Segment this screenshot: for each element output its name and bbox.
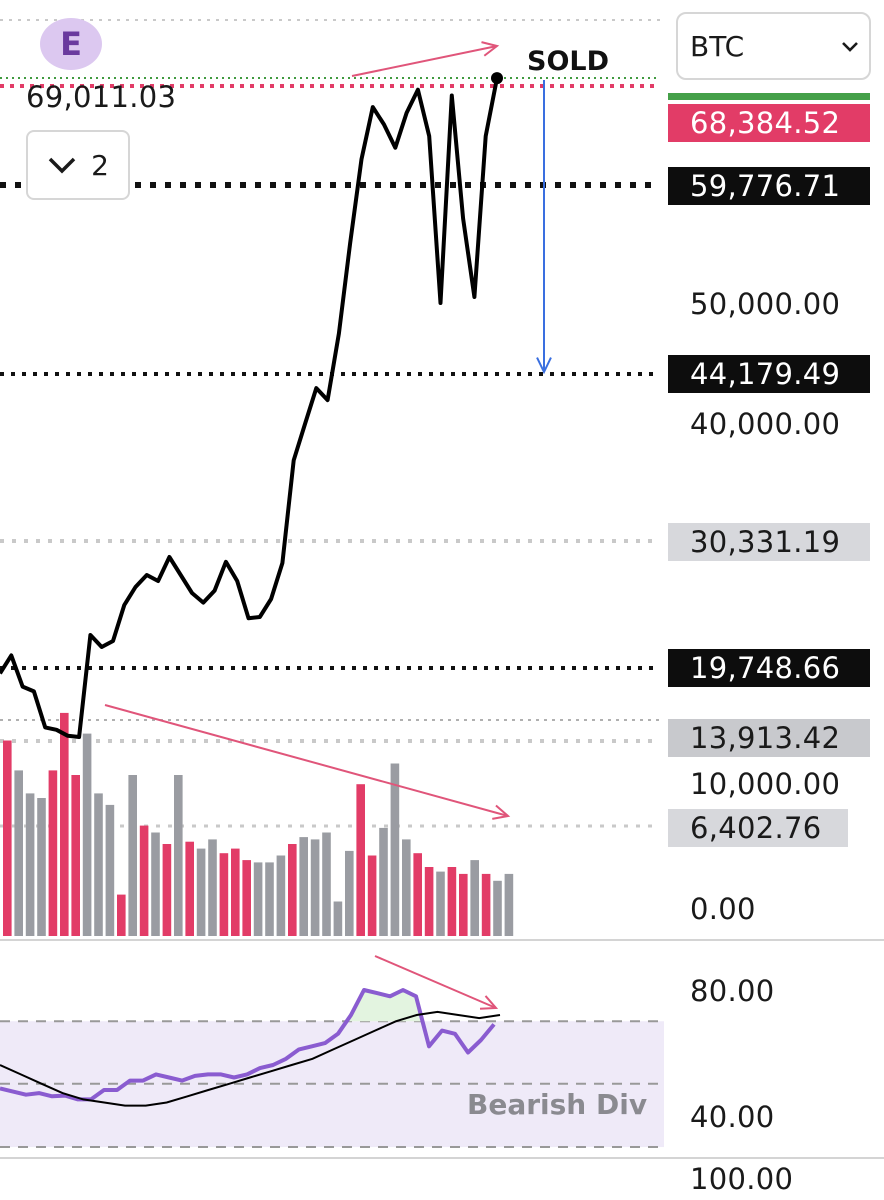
volume-bar [333, 901, 343, 936]
bearish-div-annotation: Bearish Div [467, 1088, 648, 1121]
divergence-arrow-rsi [374, 955, 497, 1009]
symbol-select[interactable]: BTC [676, 12, 871, 80]
volume-bar [481, 873, 491, 936]
volume-bar [82, 733, 92, 936]
volume-bar [3, 740, 12, 936]
volume-bar [128, 775, 137, 936]
volume-bar [151, 832, 160, 936]
price-tag-level: 6,402.76 [668, 809, 848, 847]
volume-bar [356, 784, 365, 936]
volume-bar [196, 848, 206, 936]
symbol-value: BTC [690, 29, 745, 63]
rsi-overbought-fill [345, 990, 422, 1022]
divergence-arrow-volume-head [492, 804, 511, 820]
volume-bar [493, 880, 502, 936]
volume-bar [379, 827, 388, 936]
volume-bar [470, 860, 479, 936]
event-badge[interactable]: E [40, 18, 102, 70]
volume-bar [174, 775, 183, 936]
price-tag-level: 44,179.49 [668, 355, 870, 393]
indicator-count: 2 [91, 148, 109, 182]
volume-bar [139, 825, 149, 936]
volume-bar [25, 793, 35, 936]
volume-bar [37, 798, 46, 936]
price-tag-level: 13,913.42 [668, 719, 870, 757]
bottom-axis-label: 100.00 [690, 1162, 794, 1196]
volume-bar [265, 862, 274, 936]
chevron-down-icon [47, 149, 77, 182]
divergence-arrow-price-head [481, 41, 500, 57]
volume-bar [219, 853, 229, 936]
volume-bar [436, 871, 445, 936]
volume-bar [71, 775, 80, 936]
volume-bar [276, 855, 286, 936]
last-price-label: 69,011.03 [26, 80, 177, 114]
price-tag-current: 68,384.52 [668, 104, 870, 142]
volume-bar [117, 894, 126, 936]
volume-bar [60, 712, 69, 936]
last-price-dot [491, 72, 503, 85]
volume-bar [447, 867, 457, 936]
price-tag-level: 59,776.71 [668, 167, 870, 205]
volume-bar [231, 848, 240, 936]
rsi-signal-line [0, 1010, 501, 1107]
collapse-indicators-button[interactable]: 2 [26, 130, 130, 200]
volume-bars [3, 712, 514, 936]
volume-bar [424, 867, 434, 936]
volume-bar [310, 839, 320, 936]
volume-bar [504, 873, 514, 936]
divergence-arrow-rsi-head [479, 995, 499, 1010]
sold-annotation: SOLD [527, 46, 610, 77]
volume-bar [390, 763, 400, 936]
volume-bar [459, 873, 468, 936]
divergence-arrow-price [351, 45, 498, 77]
rsi-panel [0, 988, 664, 1148]
volume-bar [402, 839, 411, 936]
volume-bar [253, 862, 263, 936]
sold-arrow-head [536, 357, 552, 375]
axis-label: 50,000.00 [690, 287, 841, 321]
price-tag-level: 19,748.66 [668, 649, 870, 687]
volume-bar [345, 850, 354, 936]
green-price-marker [668, 93, 870, 100]
price-line [0, 77, 499, 739]
volume-bar [208, 839, 217, 936]
volume-bar [14, 770, 23, 936]
axis-label: 40,000.00 [690, 407, 841, 441]
price-line-group [0, 72, 503, 739]
annotations [104, 41, 552, 1010]
axis-label: 10,000.00 [690, 767, 841, 801]
volume-bar [48, 770, 58, 936]
axis-label: 0.00 [690, 892, 756, 926]
volume-bar [413, 853, 422, 936]
volume-bar [288, 844, 297, 936]
volume-bar [162, 844, 172, 936]
volume-bar [185, 841, 194, 936]
volume-bar [105, 804, 115, 936]
divergence-arrow-volume [104, 704, 509, 817]
rsi-axis-label: 80.00 [690, 974, 775, 1008]
volume-bar [299, 837, 308, 936]
rsi-axis-label: 40.00 [690, 1100, 775, 1134]
volume-bar [242, 860, 251, 936]
chevron-down-icon [841, 34, 859, 58]
volume-bar [94, 793, 103, 936]
volume-bar [322, 832, 331, 936]
price-tag-level: 30,331.19 [668, 523, 870, 561]
volume-bar [367, 855, 377, 936]
